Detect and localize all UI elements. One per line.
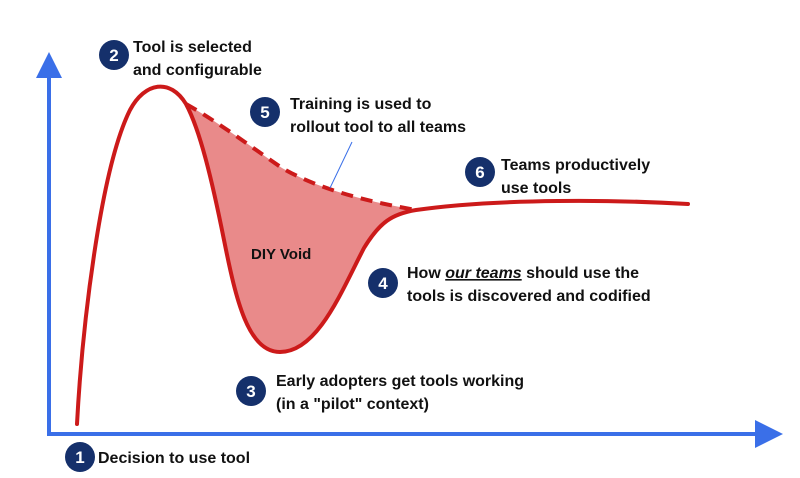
step1-number: 1 xyxy=(75,448,84,467)
step5-text-line2: rollout tool to all teams xyxy=(290,119,466,136)
step3-badge xyxy=(236,376,266,406)
step6-badge xyxy=(465,157,495,187)
diy-void-label: DIY Void xyxy=(251,246,311,263)
step4-text-line1: How our teams should use the xyxy=(407,265,639,282)
step6-annotation: 6 Teams productively use tools xyxy=(465,157,650,197)
step5-annotation: 5 Training is used to rollout tool to al… xyxy=(250,96,466,136)
step4-annotation: 4 How our teams should use the tools is … xyxy=(368,265,651,305)
step3-text-line2: (in a "pilot" context) xyxy=(276,396,429,413)
step2-badge xyxy=(99,40,129,70)
step5-badge xyxy=(250,97,280,127)
adoption-curve xyxy=(75,84,690,426)
step4-number: 4 xyxy=(378,274,388,293)
step6-text-line1: Teams productively xyxy=(501,157,650,174)
step2-annotation: 2 Tool is selected and configurable xyxy=(99,39,262,79)
step5-text-line1: Training is used to xyxy=(290,96,432,113)
step2-text-line2: and configurable xyxy=(133,62,262,79)
step3-annotation: 3 Early adopters get tools working (in a… xyxy=(236,373,524,413)
step1-annotation: 1 Decision to use tool xyxy=(65,442,250,472)
step4-text-pre: How xyxy=(407,265,445,282)
step5-number: 5 xyxy=(260,103,269,122)
step4-text-emphasis: our teams xyxy=(445,265,522,282)
step1-text: Decision to use tool xyxy=(98,450,250,467)
step6-number: 6 xyxy=(475,163,484,182)
step2-number: 2 xyxy=(109,46,118,65)
step1-badge xyxy=(65,442,95,472)
step6-text-line2: use tools xyxy=(501,180,571,197)
diy-void-area xyxy=(186,104,416,352)
step3-text-line1: Early adopters get tools working xyxy=(276,373,524,390)
step3-number: 3 xyxy=(246,382,255,401)
step4-badge xyxy=(368,268,398,298)
step4-text-line2: tools is discovered and codified xyxy=(407,288,651,305)
step2-text-line1: Tool is selected xyxy=(133,39,252,56)
y-axis-arrowhead xyxy=(36,52,62,78)
step5-pointer-line xyxy=(329,141,353,189)
step4-text-post: should use the xyxy=(522,265,639,282)
x-axis-arrowhead xyxy=(755,420,783,448)
